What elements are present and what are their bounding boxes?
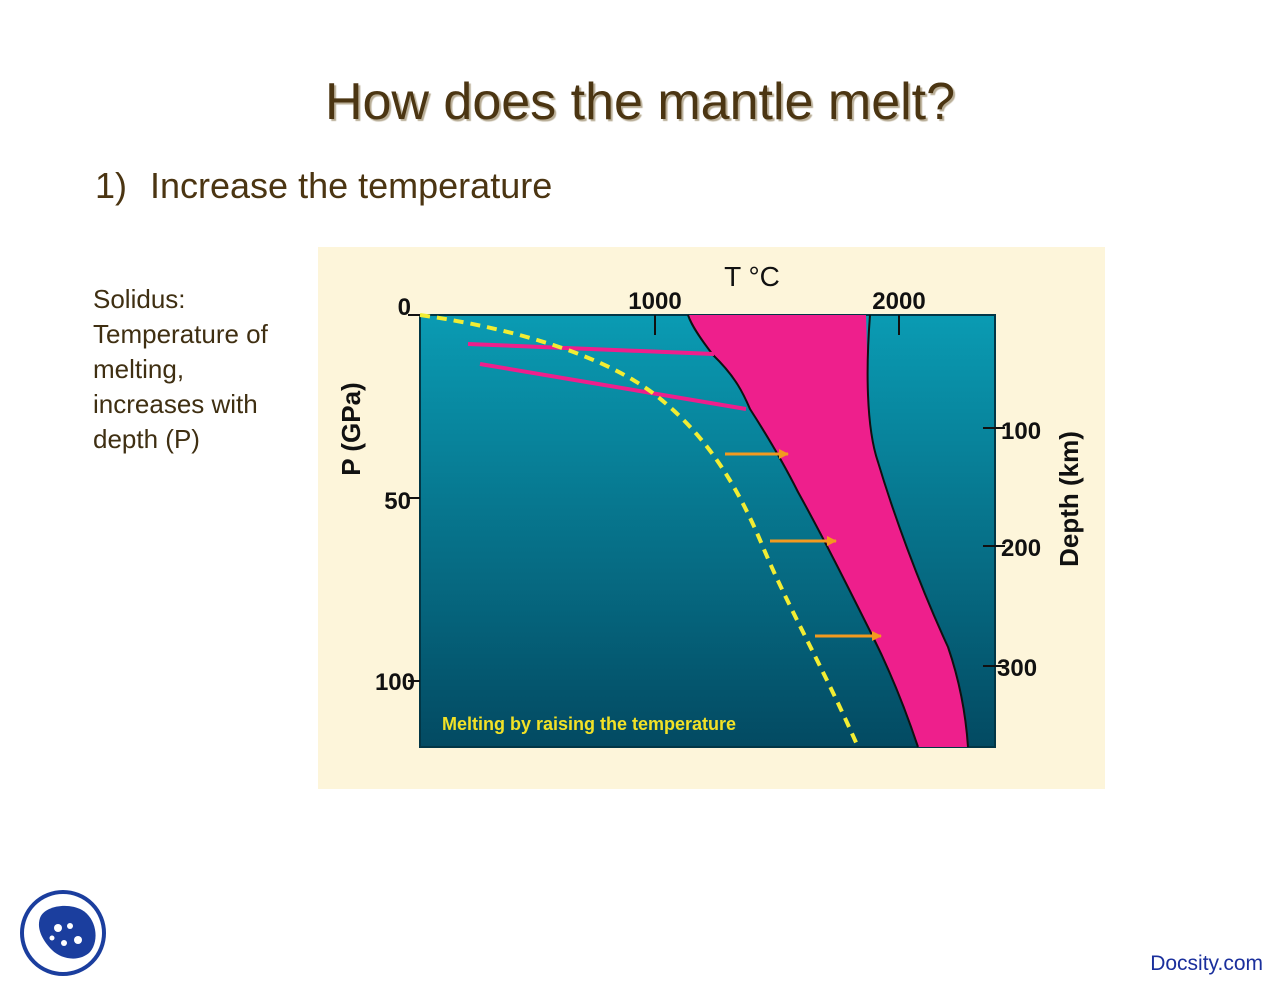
left-tick-label: 100 (375, 669, 415, 696)
left-tick-label: 0 (398, 294, 411, 321)
tick-marks (408, 314, 1005, 682)
left-axis-title: P (GPa) (336, 382, 366, 475)
bullet-text: Increase the temperature (150, 165, 553, 206)
bullet-number: 1) (95, 165, 128, 206)
dashed-yellow-curve (419, 313, 860, 748)
note-line: Solidus: (93, 284, 186, 314)
melting-diagram-svg: T °C P (GPa) Depth (km) 1000 2000 0 50 1… (336, 261, 1084, 748)
solidus-note: Solidus: Temperature of melting, increas… (93, 282, 313, 457)
slide-title: How does the mantle melt? (324, 73, 956, 131)
note-line: melting, (93, 354, 185, 384)
figure-caption: Melting by raising the temperature (442, 714, 736, 734)
note-line: depth (P) (93, 424, 200, 454)
melt-region (688, 315, 968, 747)
top-tick-label: 2000 (872, 288, 925, 315)
right-tick-label: 200 (1001, 535, 1041, 562)
note-line: Temperature of (93, 319, 268, 349)
right-tick-label: 100 (1001, 418, 1041, 445)
liquidus-curve (866, 314, 969, 748)
right-tick-label: 300 (997, 655, 1037, 682)
pink-line (467, 342, 715, 356)
docsity-logo-icon (20, 890, 106, 976)
note-line: increases with (93, 389, 258, 419)
docsity-link[interactable]: Docsity.com (1150, 952, 1263, 975)
melting-diagram: T °C P (GPa) Depth (km) 1000 2000 0 50 1… (318, 247, 1105, 789)
right-axis-title: Depth (km) (1054, 431, 1084, 567)
top-axis-title: T °C (724, 261, 780, 292)
pink-line (479, 362, 747, 411)
top-tick-label: 1000 (628, 288, 681, 315)
left-tick-label: 50 (384, 488, 411, 515)
bullet-point: 1) Increase the temperature (95, 165, 552, 207)
